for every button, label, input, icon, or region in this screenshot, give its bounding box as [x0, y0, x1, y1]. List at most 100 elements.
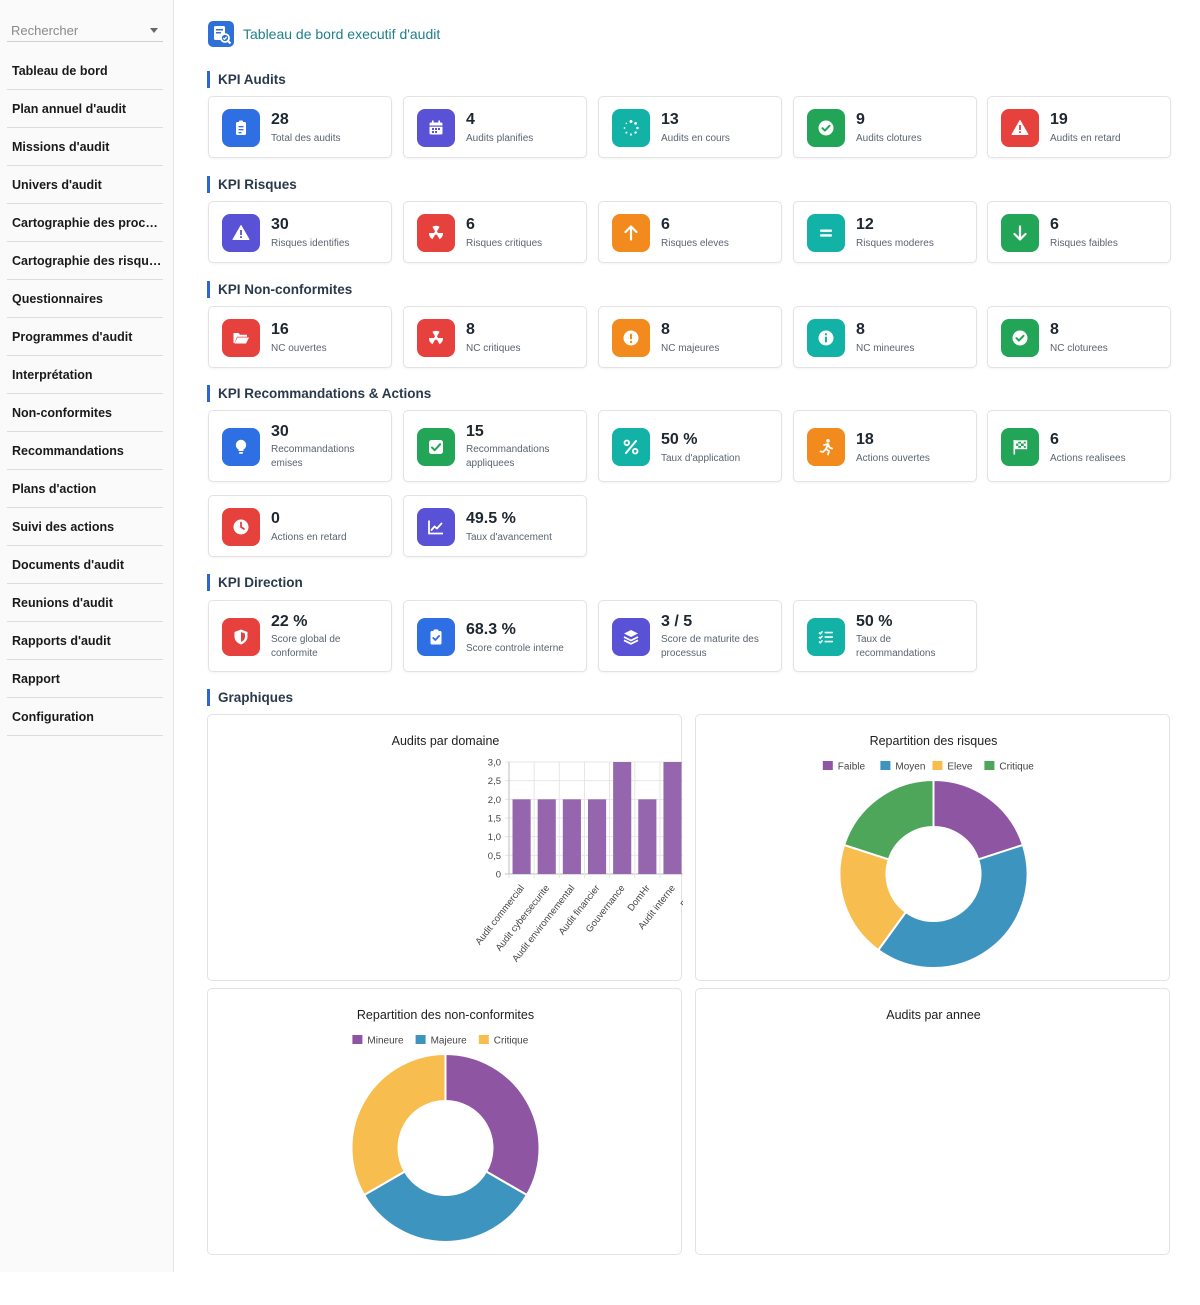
donut-slice[interactable] — [932, 778, 1025, 861]
chart-audits-par-domaine: Audits par domaine 0 0,5 1,0 1,5 2,0 2,5 3,0 Aud… — [207, 714, 683, 981]
legend-swatch[interactable] — [880, 761, 891, 770]
bar[interactable] — [638, 799, 657, 874]
kpi-value: 13 — [661, 111, 679, 128]
sidebar-item-label: Non-conformites — [12, 405, 112, 420]
bar[interactable] — [613, 762, 632, 874]
bar-chart-annee: Audits par annee024681012141618202025202… — [886, 1008, 981, 1022]
sidebar-item[interactable]: Rapports d'audit — [7, 622, 163, 660]
kpi-value: 9 — [856, 111, 865, 128]
sidebar-item[interactable]: Rapport — [7, 660, 163, 698]
kpi-value: 8 — [466, 321, 475, 338]
sidebar-item-label: Rapports d'audit — [12, 633, 111, 648]
legend-label[interactable]: Critique — [999, 762, 1034, 773]
sidebar-item[interactable]: Non-conformites — [7, 394, 163, 432]
legend-swatch[interactable] — [822, 761, 833, 770]
chart-repartition-nc: Repartition des non-conformites Mineure Ma… — [207, 988, 682, 1255]
donut-slice[interactable] — [350, 1052, 447, 1197]
lightbulb-icon — [222, 428, 260, 466]
sidebar-item[interactable]: Suivi des actions — [7, 508, 163, 546]
kpi-card: 6 Risques critiques — [403, 201, 587, 263]
sidebar-item[interactable]: Univers d'audit — [7, 166, 163, 204]
sidebar-item-label: Cartographie des proce… — [12, 215, 162, 230]
section-title-reco: KPI Recommandations & Actions — [207, 385, 431, 402]
sidebar-item[interactable]: Cartographie des proce… — [7, 204, 163, 242]
sidebar-item[interactable]: Plans d'action — [7, 470, 163, 508]
clipboard-check-icon — [417, 618, 455, 656]
sidebar-item[interactable]: Recommandations — [7, 432, 163, 470]
kpi-value: 30 — [271, 423, 289, 440]
kpi-card: 12 Risques moderes — [793, 201, 977, 263]
kpi-label: NC majeures — [661, 343, 720, 354]
legend-swatch[interactable] — [352, 1035, 363, 1044]
legend-label[interactable]: Faible — [838, 762, 866, 773]
kpi-card: 68.3 % Score controle interne — [403, 600, 587, 672]
kpi-label: Risques critiques — [466, 238, 543, 249]
sidebar-item[interactable]: Reunions d'audit — [7, 584, 163, 622]
kpi-label: Score global de conformite — [271, 634, 341, 659]
section-title-risques: KPI Risques — [207, 176, 297, 193]
kpi-label: Score controle interne — [466, 643, 564, 654]
info-circle-icon — [807, 319, 845, 357]
kpi-value: 4 — [466, 111, 475, 128]
calendar-icon — [417, 109, 455, 147]
kpi-label: Taux de recommandations — [856, 634, 936, 659]
check-double-icon — [417, 428, 455, 466]
donut-slice[interactable] — [876, 843, 1029, 969]
legend-label[interactable]: Mineure — [367, 1036, 404, 1047]
kpi-value: 50 % — [856, 613, 893, 630]
donut-slice[interactable] — [362, 1170, 529, 1243]
sidebar-item[interactable]: Tableau de bord — [7, 52, 163, 90]
legend-label[interactable]: Eleve — [947, 762, 972, 773]
sidebar-item[interactable]: Documents d'audit — [7, 546, 163, 584]
legend-swatch[interactable] — [932, 761, 943, 770]
radiation-icon — [417, 214, 455, 252]
bar[interactable] — [562, 799, 581, 874]
legend-swatch[interactable] — [415, 1035, 426, 1044]
kpi-card: 9 Audits clotures — [793, 96, 977, 158]
legend-label[interactable]: Moyen — [895, 762, 925, 773]
legend-label[interactable]: Majeure — [431, 1036, 468, 1047]
sidebar-item[interactable]: Plan annuel d'audit — [7, 90, 163, 128]
bar[interactable] — [537, 799, 556, 874]
section-title-nc: KPI Non-conformites — [207, 281, 352, 298]
y-tick-label: 3,0 — [488, 758, 501, 769]
kpi-label: Actions realisees — [1050, 453, 1126, 464]
donut-slice[interactable] — [444, 1052, 541, 1197]
kpi-card: 8 NC cloturees — [987, 306, 1171, 368]
kpi-value: 6 — [466, 216, 475, 233]
kpi-value: 8 — [1050, 321, 1059, 338]
search-select[interactable]: Rechercher — [7, 18, 163, 42]
sidebar-item[interactable]: Cartographie des risques — [7, 242, 163, 280]
radiation-icon — [417, 319, 455, 357]
bar[interactable] — [587, 799, 607, 874]
kpi-label: Total des audits — [271, 133, 341, 144]
sidebar-item-label: Plans d'action — [12, 481, 97, 496]
kpi-label: NC mineures — [856, 343, 915, 354]
chart-audits-par-annee: Audits par annee024681012141618202025202… — [695, 988, 1170, 1255]
sidebar-item[interactable]: Programmes d'audit — [7, 318, 163, 356]
chevron-down-icon[interactable] — [150, 28, 158, 33]
sidebar-item-label: Reunions d'audit — [12, 595, 113, 610]
chart-title: Repartition des non-conformites — [357, 1008, 534, 1022]
bar[interactable] — [663, 762, 682, 874]
list-check-icon — [807, 618, 845, 656]
chart-line-icon — [417, 508, 455, 546]
kpi-label: Recommandations emises — [271, 444, 355, 469]
sidebar-item[interactable]: Missions d'audit — [7, 128, 163, 166]
legend-swatch[interactable] — [984, 761, 995, 770]
kpi-card: 49.5 % Taux d'avancement — [403, 495, 587, 557]
legend-swatch[interactable] — [478, 1035, 489, 1044]
chart-repartition-risques: Repartition des risques Faible Moyen Eleve C… — [695, 714, 1170, 981]
sidebar-item[interactable]: Configuration — [7, 698, 163, 736]
bar[interactable] — [512, 799, 531, 874]
section-title-graphiques: Graphiques — [207, 689, 293, 706]
clipboard-list-icon — [222, 109, 260, 147]
sidebar-item[interactable]: Questionnaires — [7, 280, 163, 318]
donut-slice[interactable] — [842, 778, 935, 861]
kpi-card: 28 Total des audits — [208, 96, 392, 158]
kpi-card: 8 NC critiques — [403, 306, 587, 368]
shield-icon — [222, 618, 260, 656]
kpi-card: 50 % Taux d'application — [598, 410, 782, 482]
sidebar-item[interactable]: Interprétation — [7, 356, 163, 394]
legend-label[interactable]: Critique — [494, 1036, 529, 1047]
